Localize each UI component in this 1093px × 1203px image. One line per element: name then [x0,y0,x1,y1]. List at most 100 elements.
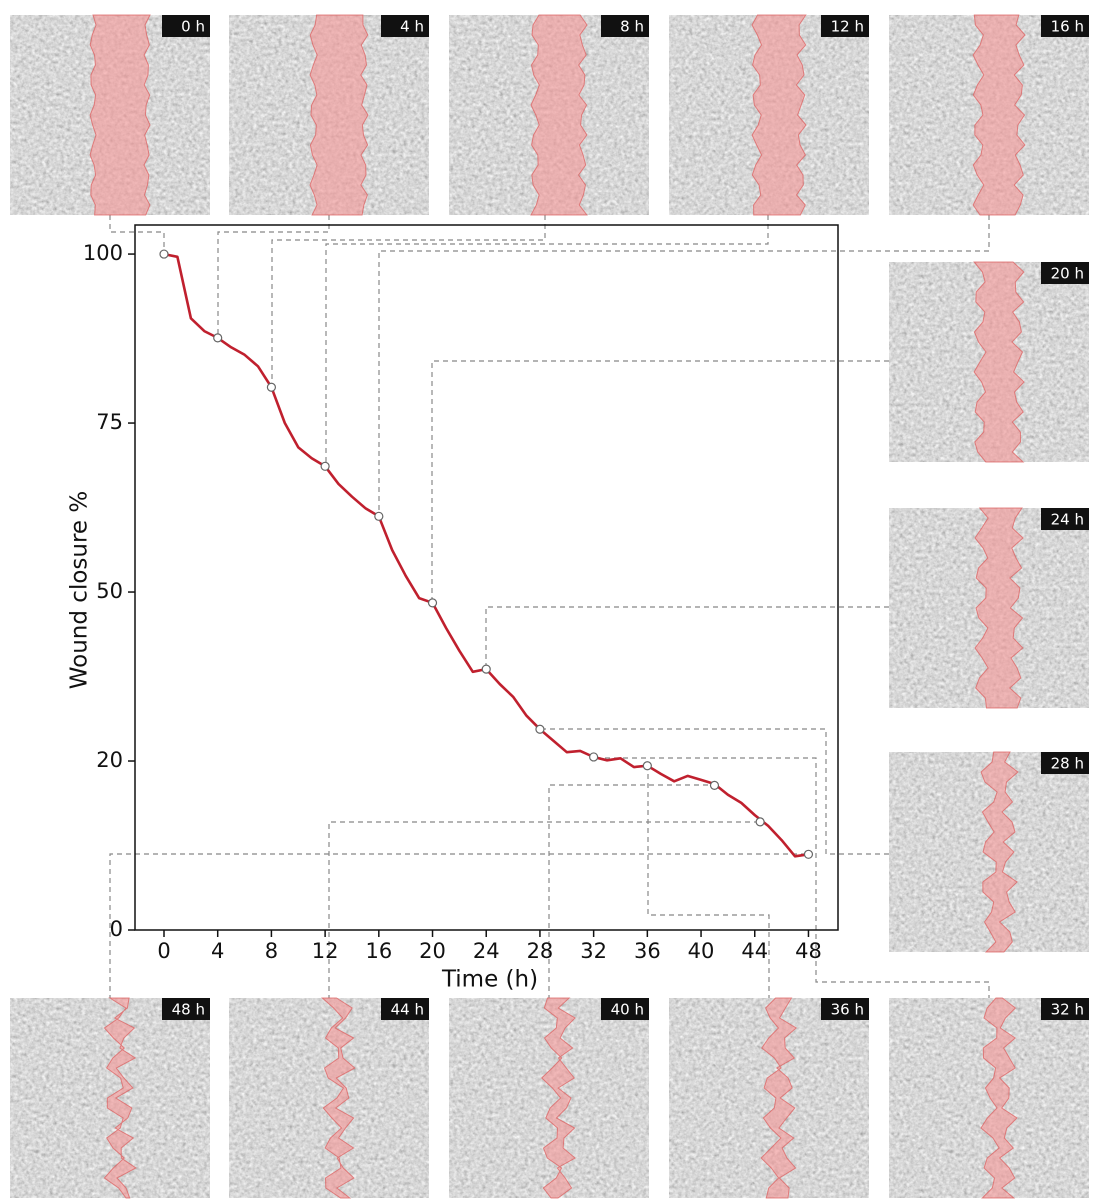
x-tick-label: 24 [473,939,500,963]
image-panel: 32 h [889,997,1089,1199]
image-panel: 4 h [229,14,429,216]
image-panel: 0 h [10,14,210,216]
image-panel: 24 h [889,507,1089,709]
wound-area [309,14,369,216]
connector [548,784,716,1000]
panel-label-bg [381,15,429,37]
connector [325,215,769,466]
wound-area [974,507,1024,709]
data-marker [803,849,814,859]
image-panel: 20 h [889,261,1089,463]
wound-area [89,14,151,216]
image-panel: 48 h [10,997,210,1199]
image-panel: 36 h [669,997,869,1199]
connector [328,821,760,1000]
data-marker [320,461,330,471]
wound-area [103,997,137,1199]
connector [378,215,990,516]
connector [271,215,546,387]
x-tick-label: 16 [365,939,392,963]
panel-label-bg [1041,262,1089,284]
y-tick-label: 50 [96,579,123,603]
panel-label: 36 h [831,1001,864,1019]
x-axis-label: Time (h) [441,967,538,993]
panel-label: 12 h [831,18,864,36]
x-tick-label: 28 [527,939,554,963]
panel-label: 16 h [1051,18,1084,36]
x-tick-label: 12 [312,939,339,963]
panel-label: 28 h [1051,755,1084,773]
panel-label-bg [1041,752,1089,774]
image-panel: 16 h [889,14,1089,216]
x-tick-label: 36 [634,939,661,963]
data-marker [374,511,384,521]
image-panel: 8 h [449,14,649,216]
y-tick-label: 20 [96,748,123,772]
data-marker [266,382,277,392]
connector [539,728,889,855]
connector [485,606,889,669]
y-tick-label: 75 [96,410,123,434]
panel-label-bg [162,998,210,1020]
panel-label: 8 h [620,18,644,36]
data-marker [213,333,223,343]
panel-label: 40 h [611,1001,644,1019]
connector [109,215,165,254]
image-panel: 28 h [889,751,1089,953]
panel-label-bg [1041,508,1089,530]
image-panel: 44 h [229,997,429,1199]
panel-label: 20 h [1051,265,1084,283]
data-marker [642,761,652,771]
wound-area [751,14,807,216]
panel-label-bg [821,998,869,1020]
data-marker [589,752,599,762]
panel-label: 4 h [400,18,424,36]
panel-label: 24 h [1051,511,1084,529]
panel-label-bg [601,998,649,1020]
x-tick-label: 40 [688,939,715,963]
data-marker [481,664,491,674]
wound-area [980,997,1018,1199]
data-marker [159,249,169,259]
connector [431,360,889,603]
connector [593,757,990,1000]
x-tick-label: 48 [795,939,822,963]
y-tick-label: 0 [110,917,123,941]
wound-area [530,14,588,216]
data-marker [535,724,545,734]
cell-texture [669,998,869,1198]
panel-label: 44 h [391,1001,424,1019]
panel-label-bg [821,15,869,37]
panel-label-bg [381,998,429,1020]
panel-label-bg [1041,998,1089,1020]
wound-area [320,997,356,1199]
cell-texture [449,998,649,1198]
image-panel: 40 h [449,997,649,1199]
x-tick-label: 8 [265,939,278,963]
x-tick-label: 0 [157,939,170,963]
panel-label: 32 h [1051,1001,1084,1019]
wound-area [760,997,798,1199]
image-panel: 12 h [669,14,869,216]
x-tick-label: 4 [211,939,224,963]
x-tick-label: 20 [419,939,446,963]
data-marker [709,780,720,790]
wound-area [973,261,1025,463]
connector [109,853,808,1000]
panel-label-bg [162,15,210,37]
connectors [109,215,990,1000]
wound-area [972,14,1026,216]
connector [217,215,330,338]
data-marker [755,817,765,827]
panel-label: 48 h [172,1001,205,1019]
data-line [163,252,809,858]
panel-label-bg [601,15,649,37]
y-axis-label: Wound closure % [67,491,93,689]
wound-area [980,751,1019,953]
panel-label-bg [1041,15,1089,37]
connector [647,766,770,1000]
plot-frame [134,224,839,931]
y-tick-label: 100 [83,241,123,265]
x-tick-label: 44 [741,939,768,963]
